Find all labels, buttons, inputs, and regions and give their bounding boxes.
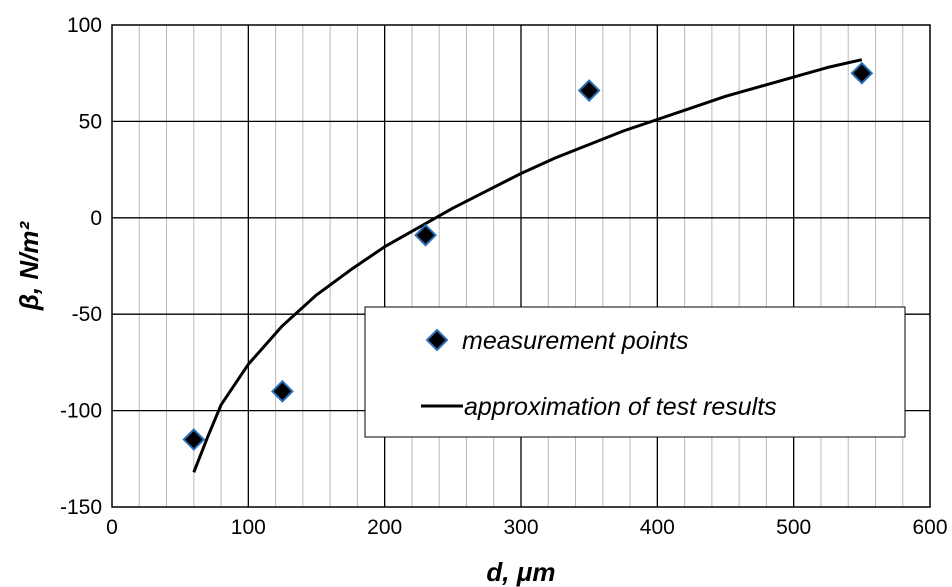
approximation-curve	[192, 58, 863, 473]
data-point-measurement	[182, 428, 206, 451]
x-tick-label: 400	[640, 516, 675, 539]
legend: measurement points approximation of test…	[364, 306, 906, 438]
y-tick-label: -150	[60, 496, 102, 519]
series-layer	[182, 58, 874, 473]
legend-label-approximation: approximation of test results	[464, 393, 777, 421]
y-tick-label: 50	[79, 110, 102, 133]
legend-box	[364, 306, 906, 438]
y-tick-label: -50	[72, 303, 102, 326]
y-tick-label: 100	[67, 14, 102, 37]
data-point-measurement	[414, 223, 437, 247]
x-axis-title: d, μm	[486, 557, 555, 587]
data-point-measurement	[850, 61, 874, 85]
y-tick-labels: -150 -100 -50 0 50 100	[60, 14, 102, 519]
x-tick-label: 200	[367, 516, 402, 539]
x-tick-label: 0	[106, 516, 118, 539]
x-tick-label: 300	[503, 516, 538, 539]
data-point-measurement	[577, 79, 601, 102]
x-tick-label: 100	[231, 516, 266, 539]
x-tick-label: 600	[912, 516, 947, 539]
plot-frame	[111, 24, 931, 508]
y-tick-label: 0	[90, 207, 102, 230]
y-axis-title: β, N/m²	[14, 220, 44, 311]
x-tick-labels: 0 100 200 300 400 500 600	[106, 516, 947, 539]
data-point-measurement	[271, 379, 294, 403]
legend-label-measurement-points: measurement points	[462, 327, 689, 355]
y-tick-label: -100	[60, 400, 102, 423]
legend-marker-diamond	[425, 328, 449, 352]
x-tick-label: 500	[776, 516, 811, 539]
